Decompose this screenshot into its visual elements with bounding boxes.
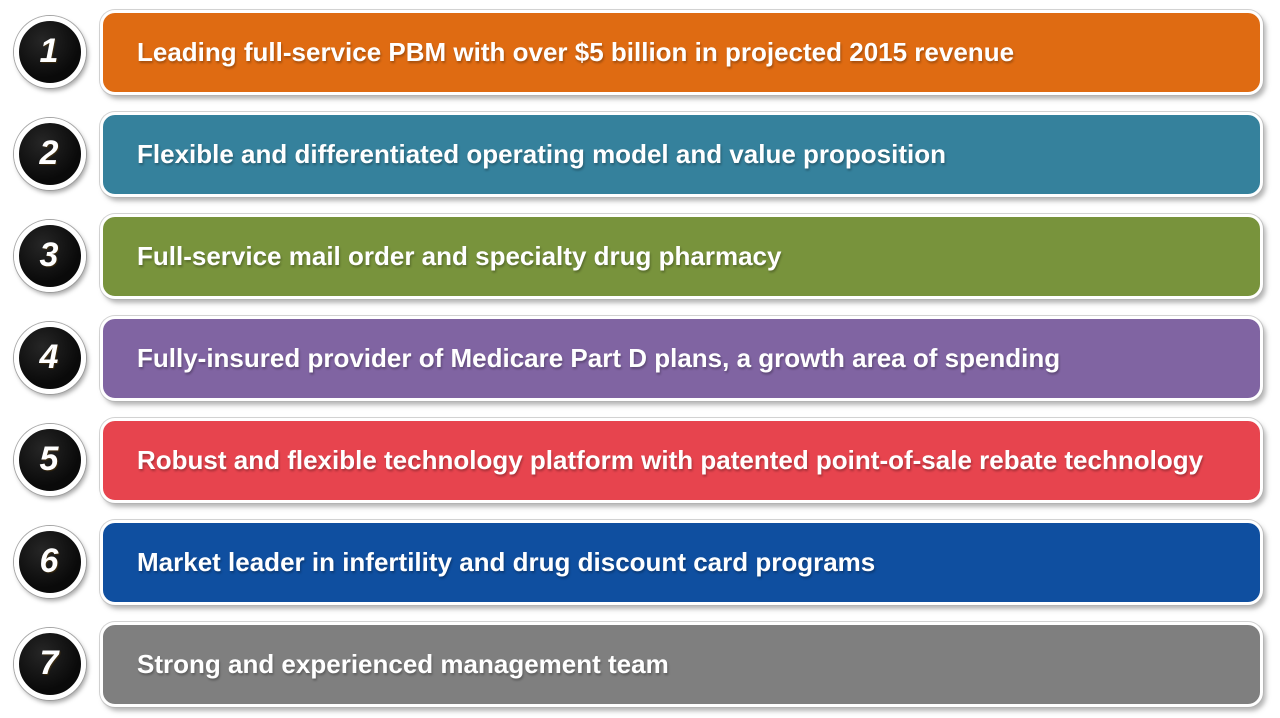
number-badge: 2: [14, 118, 86, 190]
number-badge: 6: [14, 526, 86, 598]
statement-bar: Robust and flexible technology platform …: [100, 418, 1263, 503]
list-item-6: Market leader in infertility and drug di…: [0, 520, 1280, 616]
statement-text: Strong and experienced management team: [137, 649, 669, 679]
list-item-2: Flexible and differentiated operating mo…: [0, 112, 1280, 208]
number-badge: 3: [14, 220, 86, 292]
statement-bar: Leading full-service PBM with over $5 bi…: [100, 10, 1263, 95]
number-label: 5: [39, 440, 59, 478]
statement-text: Market leader in infertility and drug di…: [137, 547, 876, 577]
statement-bar: Strong and experienced management team: [100, 622, 1263, 707]
statement-text: Flexible and differentiated operating mo…: [137, 139, 946, 169]
number-badge: 7: [14, 628, 86, 700]
number-label: 3: [39, 236, 59, 274]
list-item-5: Robust and flexible technology platform …: [0, 418, 1280, 514]
statement-text: Full-service mail order and specialty dr…: [137, 241, 782, 271]
number-badge: 1: [14, 16, 86, 88]
number-badge: 4: [14, 322, 86, 394]
number-badge: 5: [14, 424, 86, 496]
number-label: 4: [39, 338, 59, 376]
number-label: 1: [39, 32, 59, 70]
statement-text: Robust and flexible technology platform …: [137, 445, 1204, 475]
statement-text: Leading full-service PBM with over $5 bi…: [137, 37, 1015, 67]
statement-bar: Fully-insured provider of Medicare Part …: [100, 316, 1263, 401]
list-item-3: Full-service mail order and specialty dr…: [0, 214, 1280, 310]
number-label: 7: [39, 644, 59, 682]
statement-text: Fully-insured provider of Medicare Part …: [137, 343, 1061, 373]
statement-bar: Full-service mail order and specialty dr…: [100, 214, 1263, 299]
list-item-1: Leading full-service PBM with over $5 bi…: [0, 10, 1280, 106]
number-label: 2: [39, 134, 59, 172]
statement-bar: Market leader in infertility and drug di…: [100, 520, 1263, 605]
statement-bar: Flexible and differentiated operating mo…: [100, 112, 1263, 197]
slide-canvas: Leading full-service PBM with over $5 bi…: [0, 10, 1280, 707]
list-item-7: Strong and experienced management team 7: [0, 622, 1280, 718]
number-label: 6: [39, 542, 59, 580]
list-item-4: Fully-insured provider of Medicare Part …: [0, 316, 1280, 412]
